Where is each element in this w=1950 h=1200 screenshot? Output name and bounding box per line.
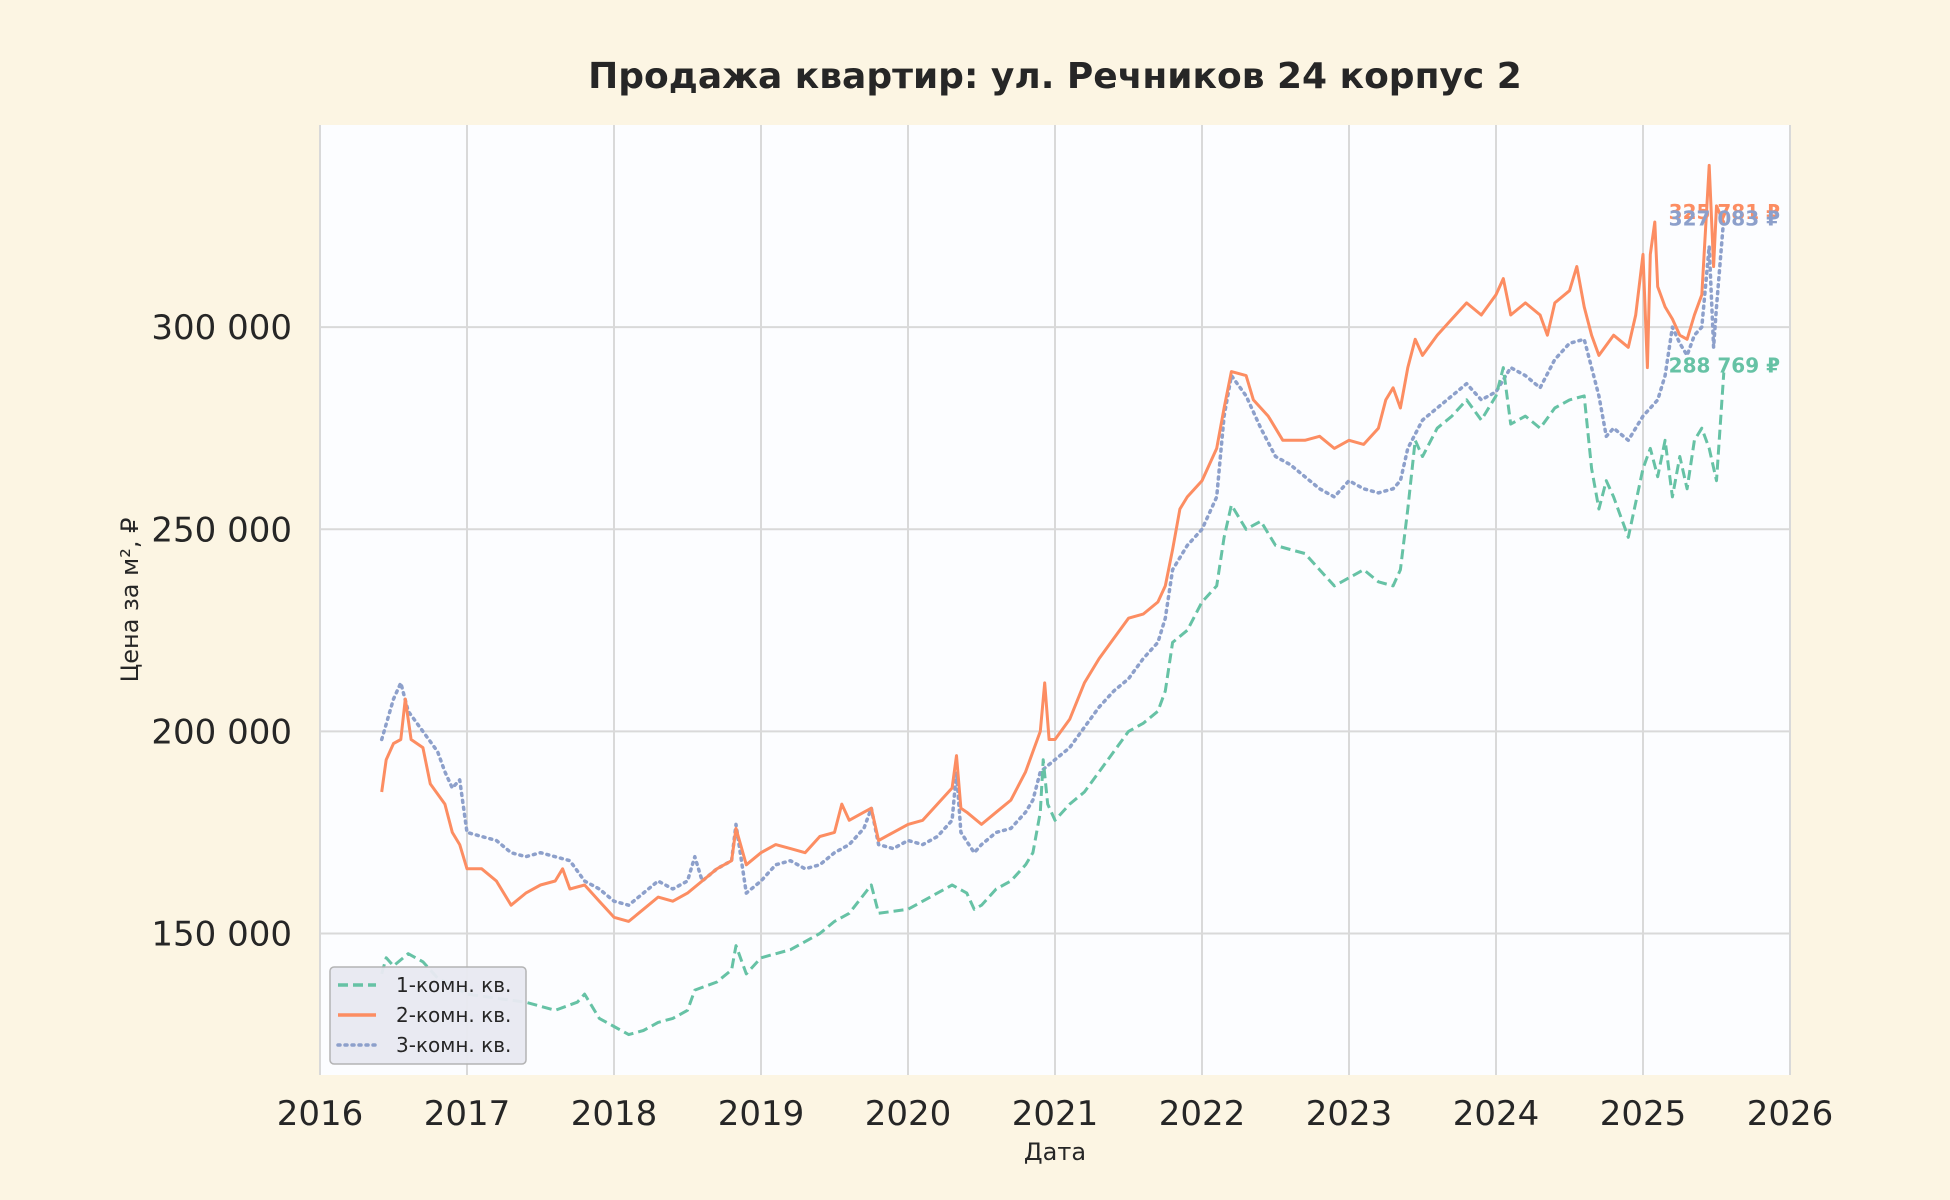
legend-items: 1-комн. кв. 2-комн. кв. 3-комн. кв.	[336, 973, 511, 1057]
legend-box	[329, 966, 527, 1065]
x-axis-label: Дата	[1024, 1138, 1086, 1166]
series-line-1k	[380, 366, 1726, 1037]
series-end-label-3k: 327 083 ₽	[1669, 207, 1780, 231]
x-tick-label: 2018	[571, 1094, 658, 1134]
x-tick-label: 2020	[865, 1094, 952, 1134]
y-tick-label: 150 000	[151, 915, 292, 955]
legend-label-3k: 3-комн. кв.	[396, 1033, 511, 1057]
x-tick-label: 2023	[1306, 1094, 1393, 1134]
legend: 1-комн. кв. 2-комн. кв. 3-комн. кв.	[329, 966, 527, 1065]
chart-title: Продажа квартир: ул. Речников 24 корпус …	[588, 56, 1522, 97]
x-axis-ticks: 2016 2017 2018 2019 2020 2021 2022 2023 2024 2025…	[277, 1094, 1834, 1134]
y-axis-ticks: 150 000 200 000 250 000 300 000	[151, 308, 292, 954]
series-line-3k	[379, 215, 1726, 907]
x-tick-label: 2019	[718, 1094, 805, 1134]
legend-label-1k: 1-комн. кв.	[396, 973, 511, 997]
x-tick-label: 2017	[424, 1094, 511, 1134]
x-tick-label: 2026	[1747, 1094, 1834, 1134]
y-axis-label: Цена за м², ₽	[116, 518, 144, 683]
series-end-label-2k: 325 781 ₽	[1669, 200, 1780, 224]
series-line-2k	[380, 163, 1726, 923]
end-labels: 288 769 ₽ 325 781 ₽327 083 ₽	[1669, 200, 1780, 378]
x-tick-label: 2024	[1453, 1094, 1540, 1134]
x-tick-label: 2022	[1159, 1094, 1246, 1134]
x-tick-label: 2025	[1600, 1094, 1687, 1134]
legend-label-2k: 2-комн. кв.	[396, 1003, 511, 1027]
y-tick-label: 250 000	[151, 510, 292, 550]
series-lines	[379, 163, 1726, 1037]
y-tick-label: 200 000	[151, 712, 292, 752]
grid	[319, 125, 1791, 1075]
series-end-label-1k: 288 769 ₽	[1669, 354, 1780, 378]
x-tick-label: 2021	[1012, 1094, 1099, 1134]
y-tick-label: 300 000	[151, 308, 292, 348]
x-tick-label: 2016	[277, 1094, 364, 1134]
